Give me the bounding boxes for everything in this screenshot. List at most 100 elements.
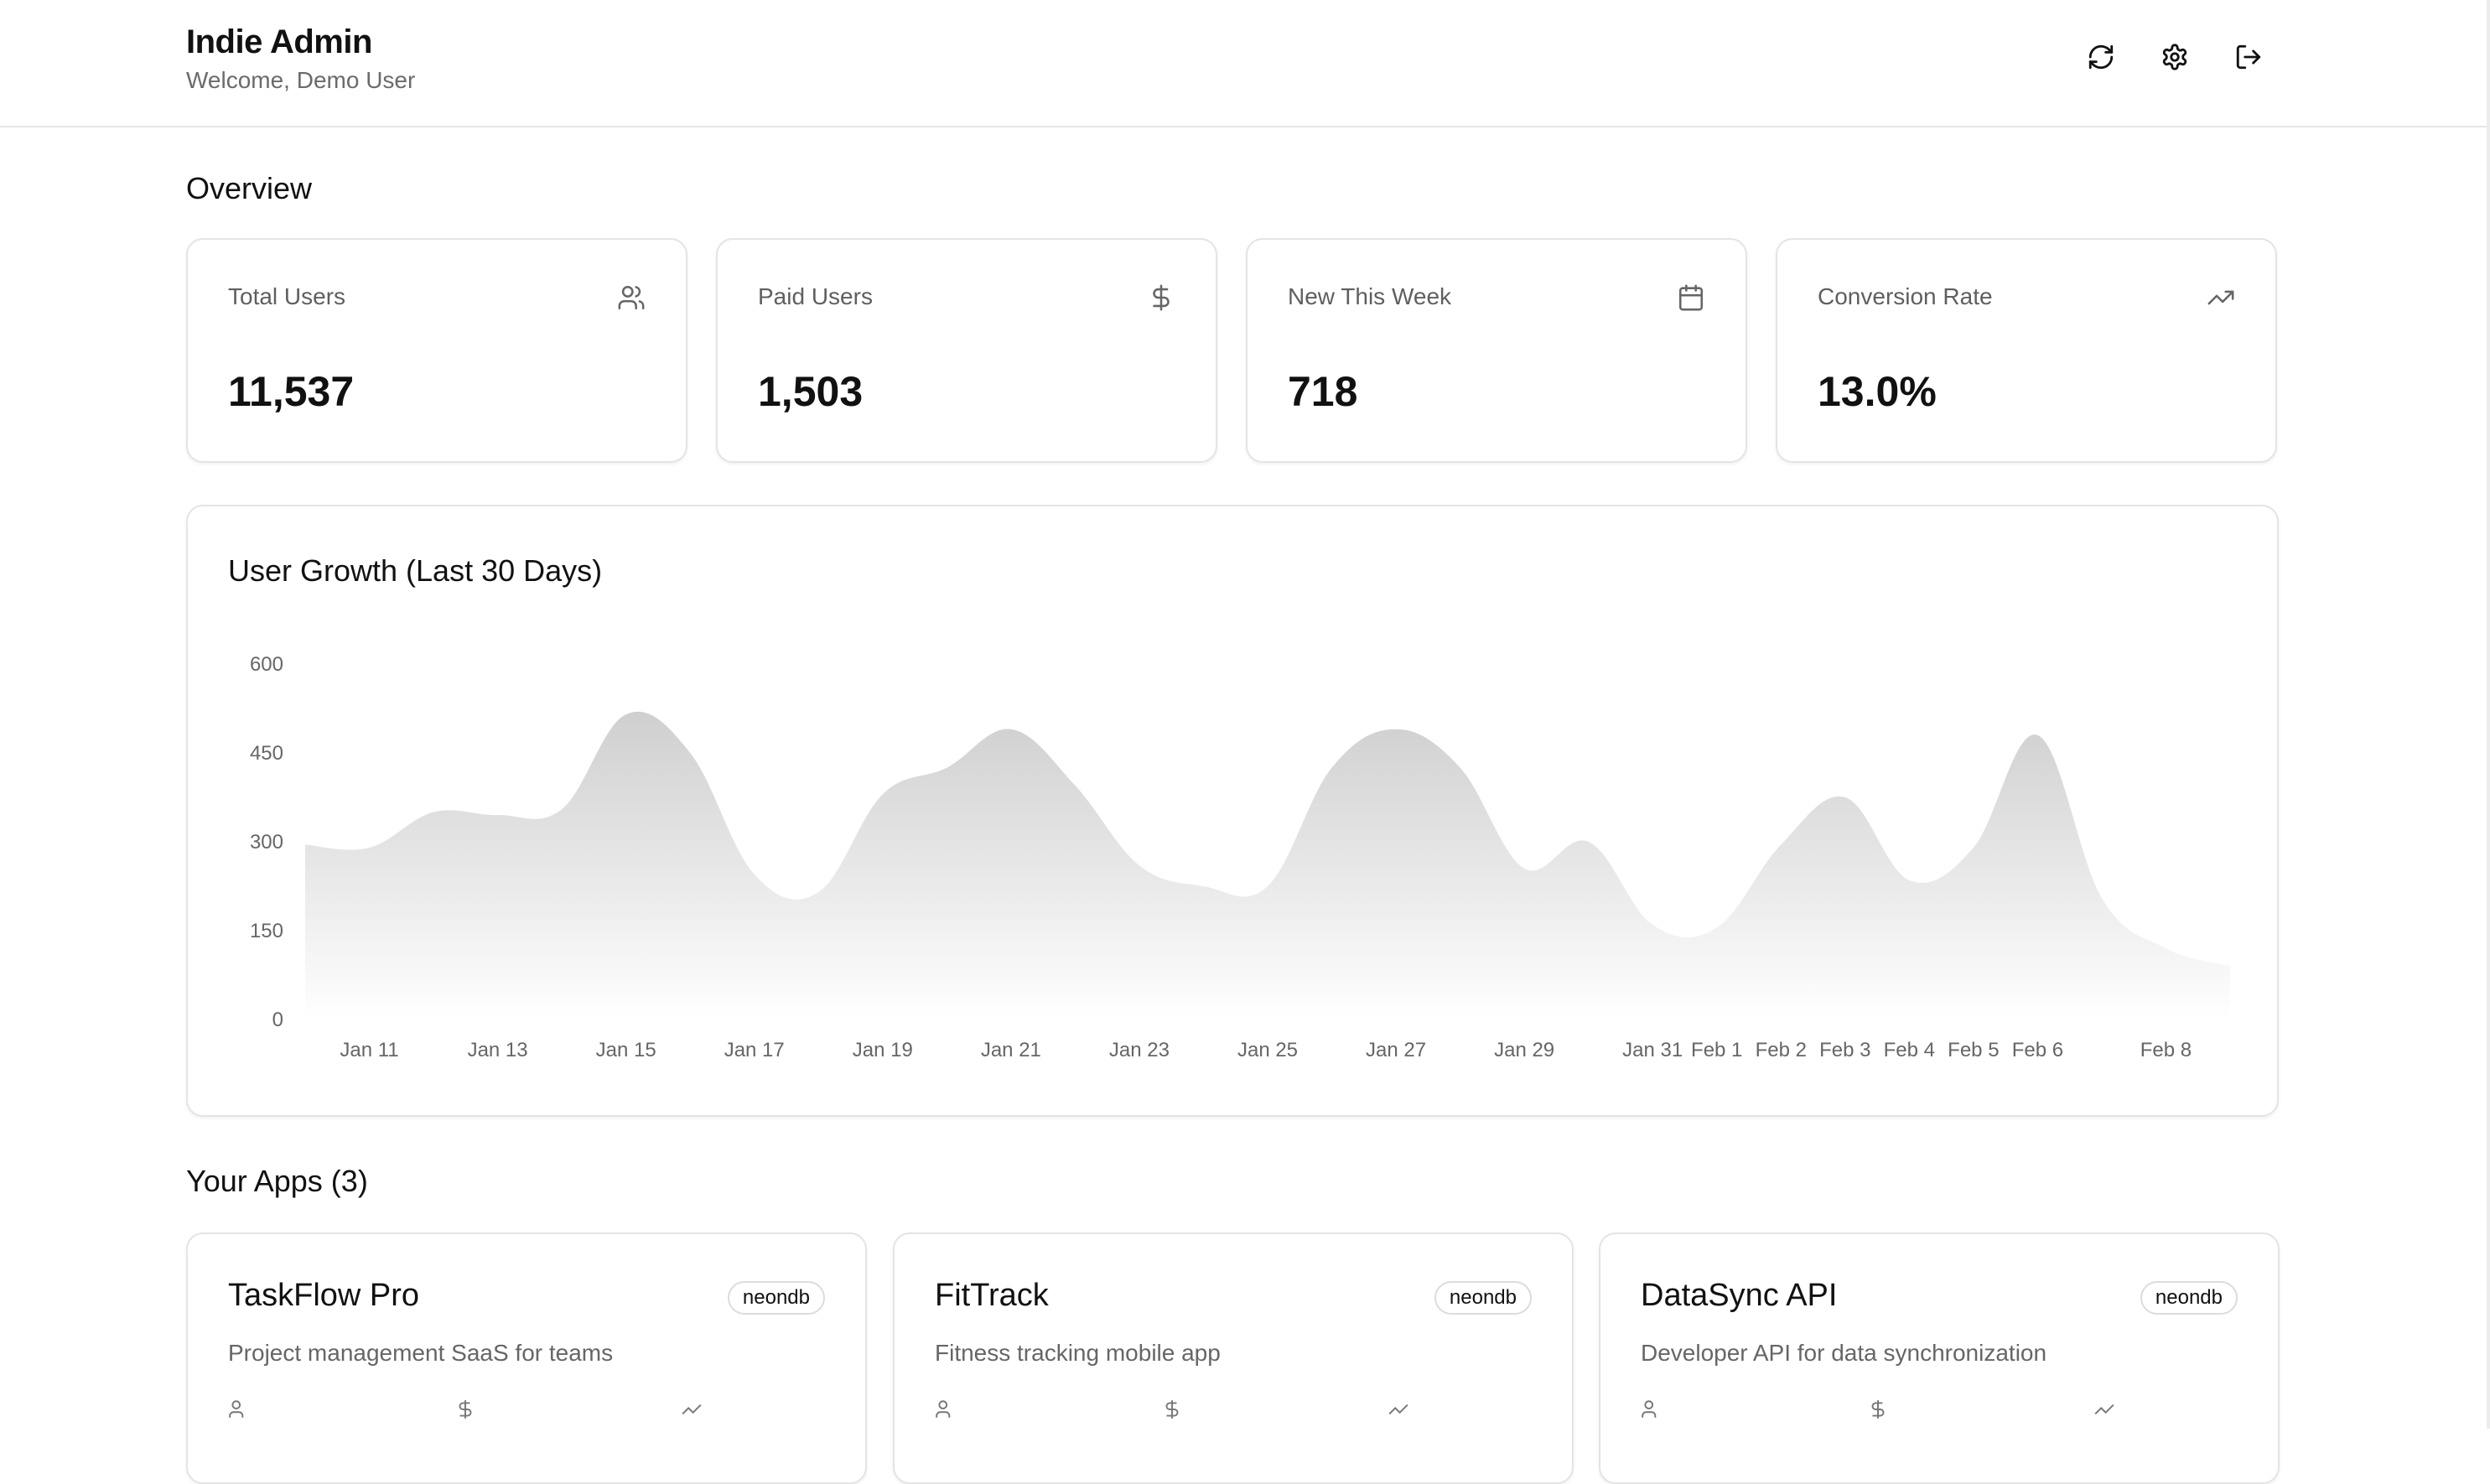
dollar-icon [1147,283,1175,312]
users-icon [228,1398,250,1420]
stat-value: 1,503 [758,368,864,415]
chart-data-point [687,750,693,756]
refresh-button[interactable] [2081,39,2121,79]
chart-data-point [1714,924,1720,931]
chart-data-point [1136,862,1143,869]
app-description: Fitness tracking mobile app [935,1340,1221,1366]
database-badge: neondb [1434,1281,1532,1315]
trending-up-icon [1388,1398,1409,1420]
x-tick-label: Jan 13 [468,1039,528,1061]
chart-data-point [1264,883,1271,890]
logout-button[interactable] [2228,39,2269,79]
chart-data-point [2034,732,2041,739]
x-tick-label: Feb 8 [2140,1039,2192,1061]
chart-data-point [1970,844,1977,851]
x-tick-label: Feb 4 [1884,1039,1935,1061]
users-icon [1641,1398,1663,1420]
x-tick-label: Feb 6 [2012,1039,2063,1061]
app-description: Developer API for data synchronization [1641,1340,2047,1366]
logout-icon [2234,43,2263,75]
dollar-icon [1867,1398,1889,1420]
calendar-icon [1677,283,1705,312]
y-axis: 0 150 300 450 600 [250,653,283,1031]
dollar-icon [454,1398,476,1420]
stat-value: 718 [1288,368,1358,415]
users-icon [935,1398,957,1420]
stat-label: Paid Users [758,283,873,309]
settings-button[interactable] [2155,39,2195,79]
chart-data-point [302,842,309,848]
chart-data-point [751,871,758,878]
app-title: Indie Admin [186,23,372,60]
x-tick-label: Jan 17 [724,1039,785,1061]
apps-heading: Your Apps (3) [186,1164,368,1198]
chart-data-point [1906,877,1912,884]
chart-series-area [305,711,2230,1020]
chart-data-point [558,806,565,812]
x-tick-label: Jan 31 [1622,1039,1683,1061]
chart-data-point [1842,794,1849,801]
chart-data-point [1777,842,1784,848]
app-description: Project management SaaS for teams [228,1340,614,1366]
app-name: DataSync API [1641,1278,1838,1313]
chart-data-point [2098,895,2105,901]
chart-data-point [2162,945,2169,952]
user-growth-chart-card: User Growth (Last 30 Days) 0 150 300 450 600… [186,505,2279,1117]
x-tick-label: Jan 29 [1494,1039,1554,1061]
chart-title: User Growth (Last 30 Days) [228,553,603,588]
app-stats-row [1641,1398,2241,1432]
chart-data-point [623,711,630,718]
app-card-taskflow-pro[interactable]: TaskFlow Pro neondb Project management S… [186,1232,867,1484]
chart-data-point [1649,921,1656,928]
chart-data-point [1071,782,1078,789]
chart-data-point [495,812,501,818]
stat-value: 13.0% [1818,368,1937,415]
trending-up-icon [2093,1398,2115,1420]
stat-value: 11,537 [228,368,355,415]
y-tick-label: 450 [250,742,283,765]
y-tick-label: 150 [250,920,283,942]
chart-data-point [879,791,886,797]
x-tick-label: Jan 21 [981,1039,1041,1061]
x-axis: Jan 11 Jan 13 Jan 15 Jan 17 Jan 19 Jan 21 Jan … [340,1039,2192,1061]
x-tick-label: Jan 11 [340,1039,398,1061]
app-card-datasync-api[interactable]: DataSync API neondb Developer API for da… [1599,1232,2280,1484]
users-icon [617,283,646,312]
refresh-icon [2087,43,2115,75]
trending-up-icon [681,1398,703,1420]
database-badge: neondb [727,1281,825,1315]
chart-data-point [1521,865,1528,872]
chart-data-point [1329,765,1336,771]
trending-up-icon [2207,283,2235,312]
chart-data-point [943,765,950,771]
chart-data-point [1585,838,1592,845]
x-tick-label: Jan 15 [596,1039,656,1061]
x-tick-label: Feb 5 [1948,1039,1999,1061]
dollar-icon [1161,1398,1183,1420]
x-tick-label: Jan 27 [1366,1039,1426,1061]
chart-data-point [1393,726,1399,733]
stat-card-total-users: Total Users 11,537 [186,238,687,463]
stat-label: New This Week [1288,283,1452,309]
x-tick-label: Feb 1 [1691,1039,1742,1061]
database-badge: neondb [2140,1281,2238,1315]
app-stats-row [228,1398,828,1432]
x-tick-label: Jan 23 [1109,1039,1170,1061]
x-tick-label: Jan 19 [853,1039,913,1061]
y-tick-label: 0 [272,1009,283,1031]
x-tick-label: Feb 3 [1819,1039,1870,1061]
stat-label: Conversion Rate [1818,283,1993,309]
stat-label: Total Users [228,283,346,309]
y-tick-label: 300 [250,831,283,854]
y-tick-label: 600 [250,653,283,676]
app-name: FitTrack [935,1278,1049,1313]
overview-heading: Overview [186,171,313,205]
chart-data-point [1008,726,1014,733]
chart-data-point [366,844,373,851]
scrollbar[interactable] [2487,0,2490,1429]
x-tick-label: Feb 2 [1756,1039,1807,1061]
app-card-fittrack[interactable]: FitTrack neondb Fitness tracking mobile … [893,1232,1574,1484]
chart-data-point [1200,883,1206,890]
chart-data-point [2227,963,2233,969]
